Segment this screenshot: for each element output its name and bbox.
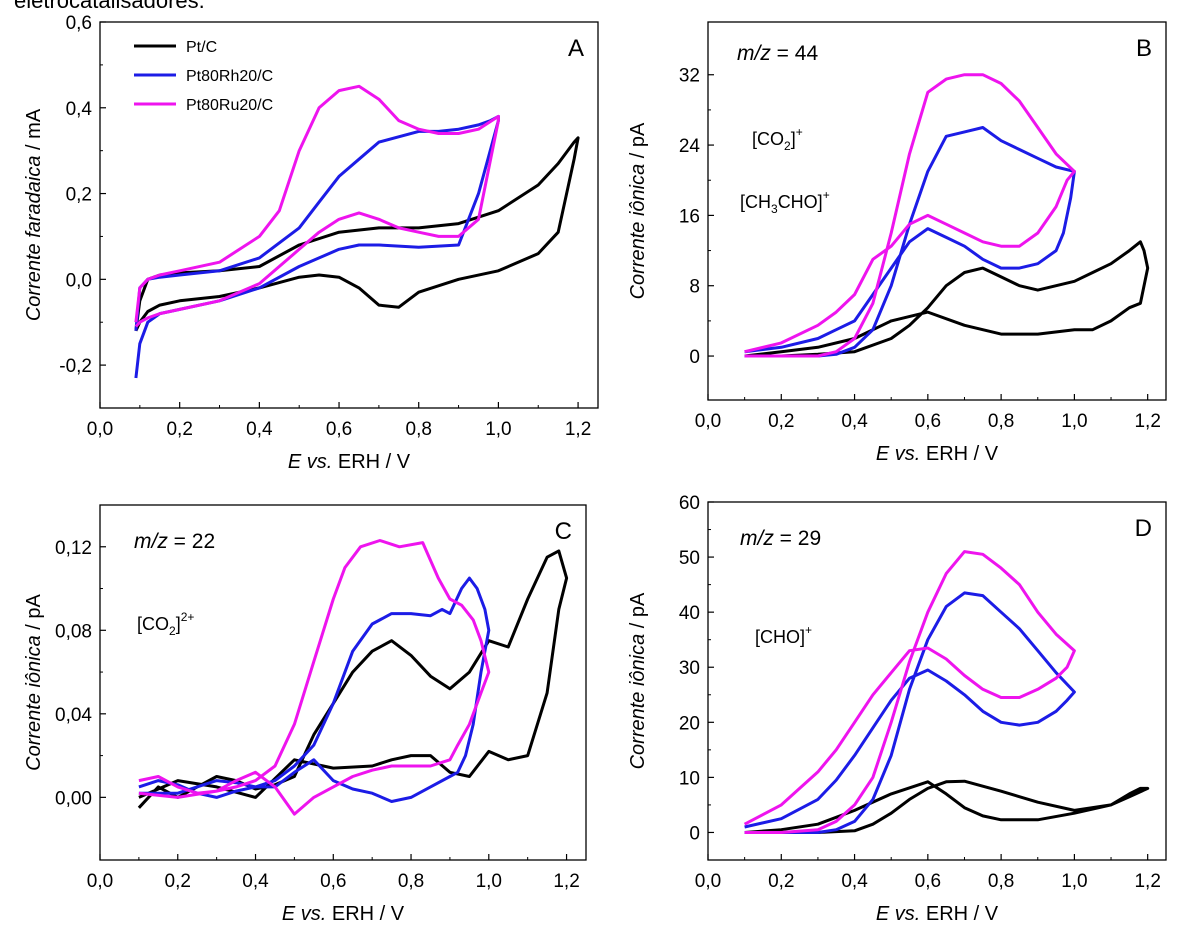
series-line-pt80ru20-c [744, 73, 1076, 358]
x-tick-label: 0,6 [326, 419, 352, 440]
x-axis-label: E vs. ERH / V [876, 443, 999, 465]
y-tick-label: 0 [689, 823, 700, 844]
x-axis-label: E vs. ERH / V [282, 903, 405, 925]
x-tick-label: 0,8 [988, 871, 1014, 892]
x-tick-label: 1,2 [553, 871, 579, 892]
y-tick-label: 50 [679, 548, 700, 569]
series-line-pt-c [134, 136, 580, 332]
y-tick-label: 0 [689, 347, 700, 368]
y-tick-label: 24 [679, 136, 701, 157]
y-tick-label: 32 [679, 66, 700, 87]
series-line-pt-c [744, 240, 1150, 358]
x-tick-label: 1,0 [1061, 411, 1087, 432]
panel-b: 0,0 0,2 0,4 0,6 0,8 1,0 1,2 0 8 16 24 32 E vs. ERH /… [627, 21, 1167, 465]
series-line-pt80rh20-c [134, 114, 500, 379]
ion-annotation: [CH3CHO]+ [740, 188, 830, 216]
y-axis-label: Corrente iônica / pA [23, 593, 45, 770]
y-tick-label: 0,0 [66, 270, 92, 291]
x-tick-label: 1,2 [1134, 411, 1160, 432]
x-tick-label: 0,0 [695, 871, 721, 892]
y-tick-label: 8 [689, 277, 700, 298]
y-tick-label: 0,4 [66, 99, 93, 120]
y-axis-label: Corrente iônica / pA [627, 592, 649, 769]
legend-label: Pt80Rh20/C [186, 68, 273, 85]
plot-frame [707, 21, 1167, 401]
ion-annotation: [CHO]+ [755, 623, 812, 647]
x-tick-label: 0,8 [988, 411, 1014, 432]
x-tick-label: 0,4 [841, 411, 868, 432]
x-tick-label: 0,2 [768, 411, 794, 432]
y-tick-label: 0,12 [55, 538, 92, 559]
panel-letter: D [1135, 515, 1152, 542]
x-tick-label: 0,6 [915, 871, 941, 892]
ion-annotation: [CO2]2+ [137, 610, 194, 638]
x-tick-label: 0,0 [87, 871, 113, 892]
plot-frame [99, 504, 587, 861]
x-tick-label: 0,6 [320, 871, 346, 892]
y-axis-label: Corrente faradaica / mA [23, 108, 45, 321]
panel-letter: A [568, 35, 584, 62]
ion-annotation: [CO2]+ [752, 125, 803, 153]
legend-label: Pt80Ru20/C [186, 97, 273, 114]
y-tick-label: 0,08 [55, 621, 92, 642]
y-tick-label: 20 [679, 713, 700, 734]
y-tick-label: 0,2 [66, 185, 92, 206]
y-tick-label: 60 [679, 493, 700, 514]
x-tick-label: 0,2 [166, 419, 192, 440]
x-tick-label: 0,6 [915, 411, 941, 432]
x-tick-label: 0,4 [246, 419, 273, 440]
x-tick-label: 0,8 [398, 871, 424, 892]
figure-caption: eletrocatalisadores. [14, 0, 205, 13]
x-tick-label: 1,0 [476, 871, 502, 892]
y-tick-label: 0,00 [55, 788, 92, 809]
plot-frame [707, 501, 1167, 861]
x-tick-label: 0,8 [406, 419, 432, 440]
x-tick-label: 1,0 [485, 419, 511, 440]
y-tick-label: 0,6 [66, 13, 92, 34]
y-tick-label: 30 [679, 658, 700, 679]
panel-a: 0,0 0,2 0,4 0,6 0,8 1,0 1,2 -0,2 0,0 0,2 0,4 0,6 E v… [23, 13, 599, 473]
mz-annotation: m/z = 22 [134, 530, 215, 553]
y-axis-label: Corrente iônica / pA [627, 122, 649, 299]
series-line-pt80rh20-c [744, 591, 1076, 834]
series-line-pt-c [744, 779, 1150, 834]
x-tick-label: 1,0 [1061, 871, 1087, 892]
panel-letter: C [555, 518, 572, 545]
series-line-pt-c [137, 549, 569, 809]
mz-annotation: m/z = 29 [740, 527, 821, 550]
x-tick-label: 0,4 [841, 871, 868, 892]
y-tick-label: 16 [679, 206, 700, 227]
x-tick-label: 0,0 [87, 419, 113, 440]
x-axis-label: E vs. ERH / V [288, 451, 411, 473]
y-tick-label: 10 [679, 768, 700, 789]
plot-frame [99, 21, 599, 409]
y-tick-label: 40 [679, 603, 700, 624]
legend-label: Pt/C [186, 39, 217, 56]
y-tick-label: -0,2 [59, 356, 92, 377]
panel-c: 0,0 0,2 0,4 0,6 0,8 1,0 1,2 0,00 0,04 0,08 0,12 E v… [23, 504, 587, 925]
series-line-pt80rh20-c [744, 126, 1076, 358]
series-line-pt80rh20-c [138, 576, 491, 803]
x-tick-label: 0,2 [165, 871, 191, 892]
x-tick-label: 1,2 [565, 419, 591, 440]
x-axis-label: E vs. ERH / V [876, 903, 999, 925]
x-tick-label: 0,4 [242, 871, 269, 892]
x-tick-label: 0,2 [768, 871, 794, 892]
mz-annotation: m/z = 44 [737, 42, 818, 65]
panel-d: 0,0 0,2 0,4 0,6 0,8 1,0 1,2 0 10 20 30 40 50 60 E vs. … [627, 493, 1167, 925]
x-tick-label: 1,2 [1134, 871, 1160, 892]
series-line-pt80ru20-c [138, 539, 491, 816]
series-line-pt80ru20-c [743, 550, 1076, 834]
x-tick-label: 0,0 [695, 411, 721, 432]
y-tick-label: 0,04 [55, 705, 92, 726]
panel-letter: B [1136, 35, 1152, 62]
series-line-pt80ru20-c [134, 84, 500, 328]
